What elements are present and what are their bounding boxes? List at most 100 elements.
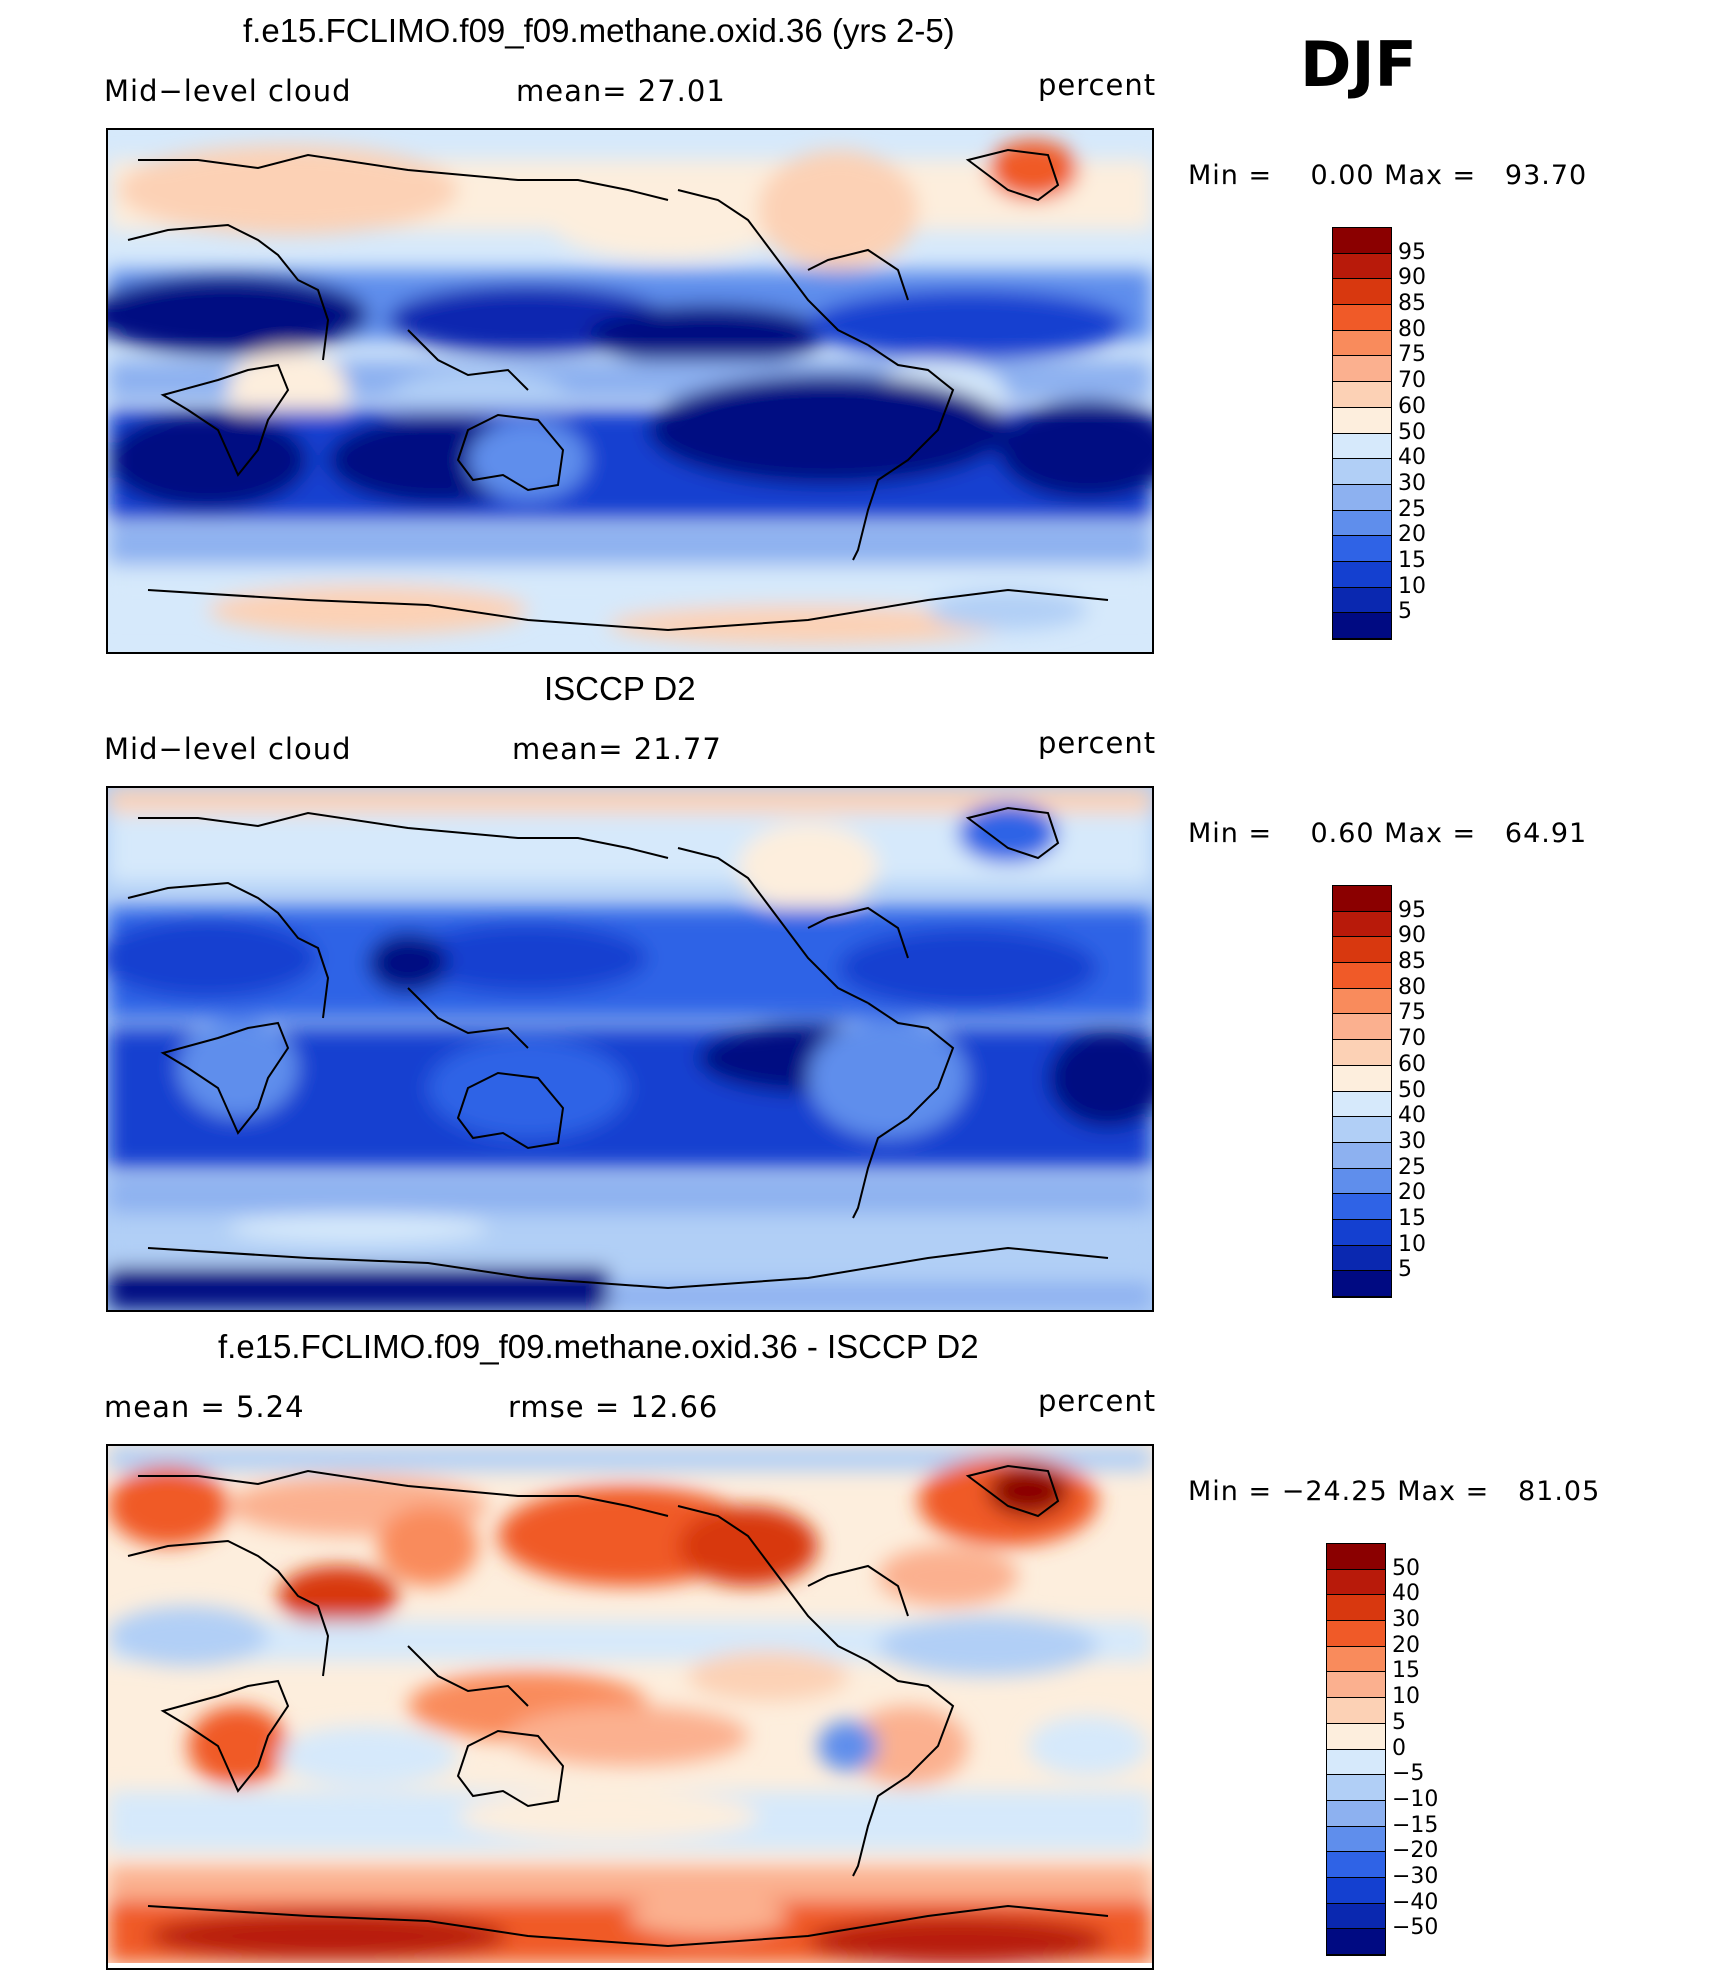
colorbar-cell xyxy=(1327,1698,1385,1724)
colorbar-tick-label: 0 xyxy=(1392,1735,1406,1761)
colorbar-cell xyxy=(1333,1271,1391,1297)
colorbar-cell xyxy=(1327,1621,1385,1647)
colorbar-cell xyxy=(1333,1091,1391,1118)
colorbar-tick-label: 95 xyxy=(1398,897,1426,923)
panel-minmax-model: Min = 0.00 Max = 93.70 xyxy=(1188,160,1588,191)
panel-title-diff: f.e15.FCLIMO.f09_f09.methane.oxid.36 - I… xyxy=(218,1328,979,1365)
colorbar-obs-box xyxy=(1332,885,1392,1298)
panel-left-label-model: Mid−level cloud xyxy=(104,74,352,108)
colorbar-cell xyxy=(1333,1168,1391,1195)
colorbar-tick-label: 90 xyxy=(1398,265,1426,291)
colorbar-cell xyxy=(1333,1194,1391,1220)
colorbar-cell xyxy=(1333,407,1391,434)
colorbar-tick-label: 40 xyxy=(1398,1103,1426,1129)
colorbar-tick-label: 50 xyxy=(1398,419,1426,445)
colorbar-cell xyxy=(1333,433,1391,460)
colorbar-cell xyxy=(1333,886,1391,912)
colorbar-tick-label: 40 xyxy=(1392,1581,1420,1607)
colorbar-tick-label: 10 xyxy=(1398,1231,1426,1257)
panel-left-label-obs: Mid−level cloud xyxy=(104,732,352,766)
colorbar-tick-label: 60 xyxy=(1398,393,1426,419)
colorbar-tick-label: −30 xyxy=(1392,1863,1439,1889)
colorbar-tick-label: −50 xyxy=(1392,1915,1439,1941)
colorbar-tick-label: 70 xyxy=(1398,1026,1426,1052)
colorbar-cell xyxy=(1333,561,1391,588)
colorbar-tick-label: −5 xyxy=(1392,1761,1425,1787)
panel-title-model: f.e15.FCLIMO.f09_f09.methane.oxid.36 (yr… xyxy=(243,12,955,49)
colorbar-tick-label: 25 xyxy=(1398,496,1426,522)
colorbar-cell xyxy=(1327,1800,1385,1827)
colorbar-cell xyxy=(1327,1723,1385,1750)
colorbar-tick-label: 50 xyxy=(1392,1555,1420,1581)
colorbar-cell xyxy=(1333,459,1391,485)
colorbar-cell xyxy=(1327,1775,1385,1801)
colorbar-tick-label: 5 xyxy=(1392,1709,1406,1735)
colorbar-tick-label: 25 xyxy=(1398,1154,1426,1180)
colorbar-cell xyxy=(1327,1672,1385,1699)
colorbar-cell xyxy=(1327,1826,1385,1853)
map-obs xyxy=(106,786,1154,1312)
colorbar-cell xyxy=(1333,1117,1391,1143)
colorbar-cell xyxy=(1333,382,1391,408)
colorbar-cell xyxy=(1333,484,1391,511)
panel-rmse-diff: rmse = 12.66 xyxy=(508,1390,719,1424)
panel-mean-diff: mean = 5.24 xyxy=(104,1390,305,1424)
colorbar-cell xyxy=(1333,937,1391,964)
colorbar-tick-label: 10 xyxy=(1392,1684,1420,1710)
colorbar-model-box xyxy=(1332,227,1392,640)
colorbar-cell xyxy=(1333,1142,1391,1169)
panel-minmax-obs: Min = 0.60 Max = 64.91 xyxy=(1188,818,1588,849)
colorbar-cell xyxy=(1333,510,1391,537)
colorbar-cell xyxy=(1333,988,1391,1015)
colorbar-cell xyxy=(1327,1877,1385,1904)
colorbar-cell xyxy=(1333,1219,1391,1246)
colorbar-cell xyxy=(1333,613,1391,639)
colorbar-tick-label: 30 xyxy=(1398,1128,1426,1154)
colorbar-tick-label: −20 xyxy=(1392,1838,1439,1864)
colorbar-tick-label: 75 xyxy=(1398,1000,1426,1026)
colorbar-cell xyxy=(1333,1065,1391,1092)
panel-units-diff: percent xyxy=(1038,1384,1157,1418)
colorbar-tick-label: 60 xyxy=(1398,1051,1426,1077)
colorbar-tick-label: 80 xyxy=(1398,316,1426,342)
colorbar-tick-label: 20 xyxy=(1392,1632,1420,1658)
colorbar-cell xyxy=(1333,253,1391,280)
colorbar-tick-label: 40 xyxy=(1398,445,1426,471)
colorbar-tick-label: 90 xyxy=(1398,923,1426,949)
colorbar-tick-label: 30 xyxy=(1392,1607,1420,1633)
colorbar-tick-label: 70 xyxy=(1398,368,1426,394)
colorbar-tick-label: 5 xyxy=(1398,1257,1412,1283)
colorbar-cell xyxy=(1333,279,1391,306)
colorbar-tick-label: 95 xyxy=(1398,239,1426,265)
colorbar-cell xyxy=(1333,330,1391,357)
colorbar-cell xyxy=(1327,1569,1385,1596)
colorbar-cell xyxy=(1333,963,1391,989)
colorbar-diff-box xyxy=(1326,1543,1386,1956)
colorbar-cell xyxy=(1327,1929,1385,1955)
colorbar-tick-label: 80 xyxy=(1398,974,1426,1000)
colorbar-tick-label: 85 xyxy=(1398,291,1426,317)
colorbar-cell xyxy=(1333,1014,1391,1041)
season-label: DJF xyxy=(1300,28,1417,101)
colorbar-tick-label: 75 xyxy=(1398,342,1426,368)
colorbar-tick-label: −10 xyxy=(1392,1786,1439,1812)
colorbar-tick-label: 50 xyxy=(1398,1077,1426,1103)
panel-units-obs: percent xyxy=(1038,726,1157,760)
colorbar-tick-label: 10 xyxy=(1398,573,1426,599)
colorbar-tick-label: 15 xyxy=(1398,1205,1426,1231)
colorbar-cell xyxy=(1333,587,1391,614)
colorbar-cell xyxy=(1327,1544,1385,1570)
colorbar-tick-label: −40 xyxy=(1392,1889,1439,1915)
map-model xyxy=(106,128,1154,654)
colorbar-cell xyxy=(1327,1903,1385,1930)
colorbar-cell xyxy=(1333,536,1391,562)
colorbar-cell xyxy=(1333,911,1391,938)
colorbar-cell xyxy=(1327,1595,1385,1622)
colorbar-tick-label: 30 xyxy=(1398,470,1426,496)
colorbar-cell xyxy=(1327,1646,1385,1673)
colorbar-tick-label: 20 xyxy=(1398,1180,1426,1206)
colorbar-cell xyxy=(1333,356,1391,383)
colorbar-tick-label: 85 xyxy=(1398,949,1426,975)
colorbar-tick-label: 15 xyxy=(1398,547,1426,573)
panel-mean-obs: mean= 21.77 xyxy=(512,732,722,766)
